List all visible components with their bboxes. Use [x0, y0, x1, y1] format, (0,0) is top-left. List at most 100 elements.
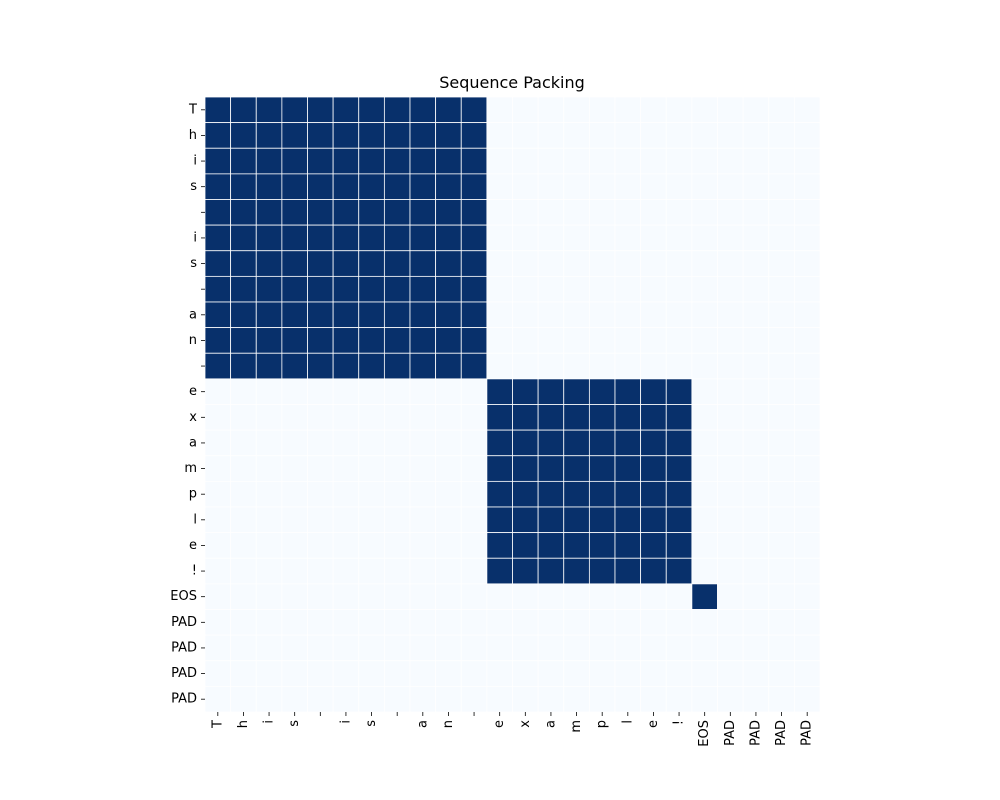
- heatmap-cell: [563, 660, 590, 687]
- heatmap-cell: [460, 583, 488, 610]
- heatmap-cell: [588, 634, 616, 662]
- heatmap-cell: [332, 634, 360, 662]
- heatmap-cell: [332, 147, 360, 175]
- heatmap-cell: [640, 506, 667, 534]
- x-tick-label: PAD: [800, 720, 815, 746]
- heatmap-cell: [717, 532, 744, 559]
- heatmap-cell: [717, 557, 744, 585]
- heatmap-cell: [230, 378, 257, 405]
- heatmap-cell: [614, 301, 642, 329]
- heatmap-cell: [460, 404, 488, 431]
- heatmap-cell: [383, 634, 411, 662]
- heatmap-cell: [460, 224, 488, 252]
- heatmap-cell: [435, 96, 462, 124]
- heatmap-cell: [383, 275, 411, 303]
- heatmap-cell: [665, 378, 693, 405]
- heatmap-cell: [742, 352, 770, 380]
- y-tick-label: e: [189, 538, 197, 553]
- heatmap-cell: [537, 224, 565, 252]
- heatmap-cell: [281, 429, 308, 457]
- heatmap-cell: [691, 147, 718, 175]
- heatmap-cell: [563, 455, 590, 482]
- heatmap-cell: [204, 532, 232, 559]
- heatmap-cell: [614, 327, 642, 354]
- heatmap-cell: [332, 301, 360, 329]
- heatmap-cell: [204, 173, 232, 200]
- heatmap-cell: [204, 147, 232, 175]
- heatmap-cell: [460, 199, 488, 226]
- heatmap-cell: [742, 455, 770, 482]
- heatmap-cell: [332, 275, 360, 303]
- heatmap-cell: [230, 404, 257, 431]
- heatmap-cell: [512, 429, 539, 457]
- heatmap-cell: [307, 378, 334, 405]
- heatmap-cell: [435, 609, 462, 636]
- x-tick-label: a: [415, 720, 430, 728]
- heatmap-cell: [665, 404, 693, 431]
- heatmap-cell: [332, 250, 360, 277]
- heatmap-cell: [742, 609, 770, 636]
- heatmap-cell: [537, 557, 565, 585]
- heatmap-cell: [691, 660, 718, 687]
- heatmap-cell: [358, 634, 385, 662]
- heatmap-cell: [409, 224, 437, 252]
- heatmap-cell: [691, 404, 718, 431]
- heatmap-cell: [486, 199, 513, 226]
- heatmap-cell: [307, 224, 334, 252]
- heatmap-cell: [460, 122, 488, 149]
- heatmap-cell: [793, 455, 821, 482]
- heatmap-cell: [307, 557, 334, 585]
- heatmap-cell: [537, 455, 565, 482]
- heatmap-cell: [691, 455, 718, 482]
- heatmap-cell: [537, 609, 565, 636]
- heatmap-cell: [717, 96, 744, 124]
- heatmap-cell: [255, 634, 283, 662]
- heatmap-cell: [640, 173, 667, 200]
- heatmap-cell: [230, 96, 257, 124]
- y-tick-label: PAD: [171, 640, 197, 655]
- heatmap-cell: [512, 609, 539, 636]
- heatmap-cell: [409, 378, 437, 405]
- heatmap-cell: [588, 352, 616, 380]
- heatmap-cell: [409, 634, 437, 662]
- heatmap-cell: [512, 506, 539, 534]
- heatmap-cell: [665, 532, 693, 559]
- heatmap-cell: [742, 634, 770, 662]
- heatmap-cell: [742, 660, 770, 687]
- heatmap-cell: [793, 250, 821, 277]
- heatmap-cell: [230, 199, 257, 226]
- heatmap-cell: [255, 583, 283, 610]
- heatmap-cell: [742, 378, 770, 405]
- heatmap-cell: [512, 378, 539, 405]
- heatmap-cell: [332, 404, 360, 431]
- heatmap-cell: [640, 404, 667, 431]
- heatmap-cell: [537, 532, 565, 559]
- heatmap-cell: [742, 506, 770, 534]
- heatmap-cell: [717, 301, 744, 329]
- heatmap-cell: [409, 327, 437, 354]
- heatmap-cell: [409, 583, 437, 610]
- heatmap-cell: [742, 250, 770, 277]
- heatmap-cell: [281, 609, 308, 636]
- heatmap-cell: [768, 506, 795, 534]
- heatmap-cell: [358, 224, 385, 252]
- heatmap-cell: [204, 250, 232, 277]
- heatmap-cell: [793, 480, 821, 508]
- heatmap-cell: [691, 96, 718, 124]
- heatmap-cell: [512, 122, 539, 149]
- heatmap-cell: [460, 557, 488, 585]
- heatmap-cell: [742, 480, 770, 508]
- heatmap-cell: [665, 609, 693, 636]
- x-tick-label: s: [364, 720, 379, 727]
- heatmap-cell: [204, 583, 232, 610]
- heatmap-cell: [409, 532, 437, 559]
- heatmap-cell: [358, 685, 385, 713]
- heatmap-cell: [307, 429, 334, 457]
- heatmap-cell: [512, 557, 539, 585]
- heatmap-cell: [588, 224, 616, 252]
- heatmap-cell: [332, 173, 360, 200]
- heatmap-cell: [588, 301, 616, 329]
- heatmap-cell: [230, 429, 257, 457]
- heatmap-cell: [563, 122, 590, 149]
- heatmap-cell: [255, 532, 283, 559]
